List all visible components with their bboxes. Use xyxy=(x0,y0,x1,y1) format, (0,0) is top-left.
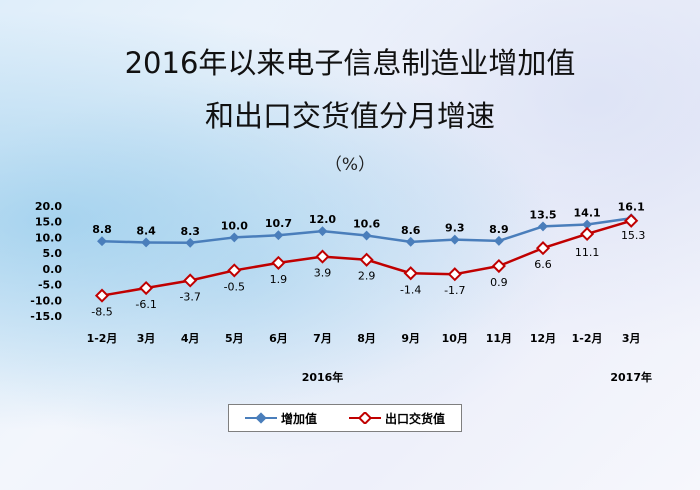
data-point-series2 xyxy=(535,241,551,256)
data-label-series2: -6.1 xyxy=(135,298,156,311)
x-tick-label: 9月 xyxy=(401,332,420,345)
x-tick-label: 3月 xyxy=(137,332,156,345)
x-tick-label: 8月 xyxy=(357,332,376,345)
chart-legend: 增加值 出口交货值 xyxy=(228,404,462,432)
data-point-series1 xyxy=(229,232,240,243)
x-tick-label: 1-2月 xyxy=(87,332,118,345)
data-label-series2: -8.5 xyxy=(91,306,112,319)
data-label-series1: 8.3 xyxy=(180,225,200,238)
data-label-series1: 8.8 xyxy=(92,223,112,236)
y-tick-label: 15.0 xyxy=(35,216,62,229)
data-point-series1 xyxy=(317,226,328,237)
data-label-series1: 16.1 xyxy=(618,200,645,213)
data-label-series2: 15.3 xyxy=(621,229,646,242)
data-point-series2 xyxy=(447,267,462,282)
data-label-series2: 0.9 xyxy=(490,276,508,289)
y-tick-label: -10.0 xyxy=(30,294,62,307)
data-point-series1 xyxy=(273,230,284,241)
data-label-series1: 12.0 xyxy=(309,213,336,226)
y-tick-label: -15.0 xyxy=(30,310,62,323)
data-point-series1 xyxy=(449,234,460,245)
data-point-series1 xyxy=(405,236,416,247)
x-tick-label: 5月 xyxy=(225,332,244,345)
x-tick-label: 7月 xyxy=(313,332,332,345)
data-point-series2 xyxy=(315,249,330,264)
data-point-series2 xyxy=(94,288,110,303)
legend-marker-series2 xyxy=(348,412,381,424)
data-label-series2: 2.9 xyxy=(358,270,376,283)
data-label-series1: 8.9 xyxy=(489,223,509,236)
x-tick-label: 6月 xyxy=(269,332,288,345)
data-label-series1: 8.4 xyxy=(136,224,156,237)
data-point-series2 xyxy=(580,226,595,242)
data-label-series2: -3.7 xyxy=(179,290,200,303)
chart-title-line1: 2016年以来电子信息制造业增加值 xyxy=(124,46,576,80)
data-point-series2 xyxy=(227,263,242,278)
data-label-series2: 6.6 xyxy=(534,258,552,271)
legend-label-series2: 出口交货值 xyxy=(384,411,445,426)
legend-item-series1: 增加值 xyxy=(244,410,317,427)
data-point-series2 xyxy=(624,213,639,228)
legend-label-series1: 增加值 xyxy=(280,411,317,426)
data-point-series1 xyxy=(97,236,107,247)
data-point-series1 xyxy=(361,230,372,241)
year-label: 2016年 xyxy=(302,370,344,384)
x-tick-label: 12月 xyxy=(530,332,556,345)
data-label-series1: 8.6 xyxy=(401,224,421,237)
data-label-series1: 10.0 xyxy=(221,219,248,232)
data-point-series1 xyxy=(141,237,152,248)
legend-marker-series1 xyxy=(244,412,277,424)
data-label-series2: 3.9 xyxy=(314,267,332,280)
data-point-series2 xyxy=(491,258,506,274)
y-tick-label: 5.0 xyxy=(43,247,63,260)
y-tick-label: 10.0 xyxy=(35,231,62,244)
data-point-series1 xyxy=(538,221,548,232)
data-point-series2 xyxy=(139,280,154,296)
data-point-series2 xyxy=(359,252,374,267)
y-tick-label: 0.0 xyxy=(43,263,63,276)
data-label-series1: 14.1 xyxy=(574,207,601,220)
data-point-series2 xyxy=(183,273,198,288)
data-point-series1 xyxy=(493,235,504,246)
x-tick-label: 1-2月 xyxy=(572,332,603,345)
data-label-series1: 10.6 xyxy=(353,218,380,231)
x-tick-label: 4月 xyxy=(181,332,200,345)
x-tick-label: 10月 xyxy=(442,332,468,345)
data-point-series2 xyxy=(271,255,286,270)
data-label-series2: 11.1 xyxy=(575,246,600,259)
data-label-series2: -0.5 xyxy=(224,280,245,293)
data-label-series1: 9.3 xyxy=(445,222,465,235)
data-label-series1: 10.7 xyxy=(265,217,292,230)
data-label-series1: 13.5 xyxy=(529,208,556,221)
x-tick-label: 11月 xyxy=(486,332,512,345)
chart-title-line2: 和出口交货值分月增速 xyxy=(204,99,495,133)
data-point-series1 xyxy=(185,237,196,248)
data-point-series1 xyxy=(582,219,593,230)
data-label-series2: -1.4 xyxy=(400,283,421,296)
data-label-series2: -1.7 xyxy=(444,284,465,297)
data-label-series2: 1.9 xyxy=(270,273,288,286)
y-tick-label: -5.0 xyxy=(38,279,62,292)
data-point-series2 xyxy=(403,266,418,281)
y-tick-label: 20.0 xyxy=(35,200,62,213)
chart-unit-label: （%） xyxy=(324,155,376,175)
year-label: 2017年 xyxy=(610,370,652,384)
x-tick-label: 3月 xyxy=(622,332,641,345)
legend-item-series2: 出口交货值 xyxy=(348,410,445,427)
